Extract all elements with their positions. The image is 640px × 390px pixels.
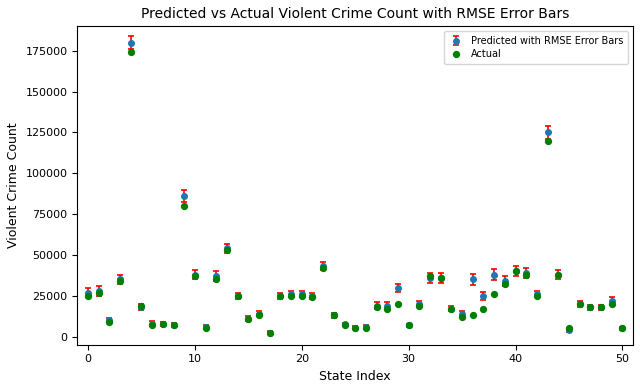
Actual xyxy=(157,321,168,327)
Legend: Predicted with RMSE Error Bars, Actual: Predicted with RMSE Error Bars, Actual xyxy=(444,31,628,64)
Actual xyxy=(617,325,627,332)
Actual xyxy=(307,294,317,301)
Actual xyxy=(596,304,606,310)
Actual xyxy=(585,304,595,310)
Actual xyxy=(232,292,243,299)
Actual xyxy=(564,325,574,332)
Actual xyxy=(243,316,253,322)
Actual xyxy=(478,306,488,312)
Actual xyxy=(339,322,349,328)
Actual xyxy=(457,314,467,320)
Actual xyxy=(489,291,499,297)
Actual xyxy=(371,304,381,310)
Actual xyxy=(93,289,104,296)
Actual xyxy=(168,322,179,328)
Actual xyxy=(200,325,211,332)
Actual xyxy=(297,292,307,299)
Actual xyxy=(318,265,328,271)
Actual xyxy=(425,273,435,279)
Actual xyxy=(446,306,456,312)
Actual xyxy=(190,273,200,279)
Actual xyxy=(179,203,189,209)
Actual xyxy=(83,292,93,299)
Actual xyxy=(104,319,115,325)
Actual xyxy=(510,268,520,275)
Actual xyxy=(329,312,339,319)
Actual xyxy=(264,330,275,337)
Actual xyxy=(275,292,285,299)
Actual xyxy=(361,325,371,332)
Actual xyxy=(500,281,510,287)
Actual xyxy=(414,303,424,309)
Actual xyxy=(521,271,531,278)
Actual xyxy=(532,292,542,299)
Actual xyxy=(350,325,360,332)
X-axis label: State Index: State Index xyxy=(319,370,391,383)
Actual xyxy=(393,301,403,307)
Actual xyxy=(286,292,296,299)
Actual xyxy=(436,275,446,281)
Actual xyxy=(125,49,136,55)
Actual xyxy=(222,247,232,253)
Actual xyxy=(553,271,563,278)
Actual xyxy=(136,303,147,309)
Y-axis label: Violent Crime Count: Violent Crime Count xyxy=(7,123,20,248)
Actual xyxy=(147,322,157,328)
Title: Predicted vs Actual Violent Crime Count with RMSE Error Bars: Predicted vs Actual Violent Crime Count … xyxy=(141,7,570,21)
Actual xyxy=(575,301,585,307)
Actual xyxy=(254,312,264,319)
Actual xyxy=(468,312,478,319)
Actual xyxy=(382,306,392,312)
Actual xyxy=(115,278,125,284)
Actual xyxy=(403,322,413,328)
Actual xyxy=(543,138,553,144)
Actual xyxy=(607,301,617,307)
Actual xyxy=(211,277,221,283)
